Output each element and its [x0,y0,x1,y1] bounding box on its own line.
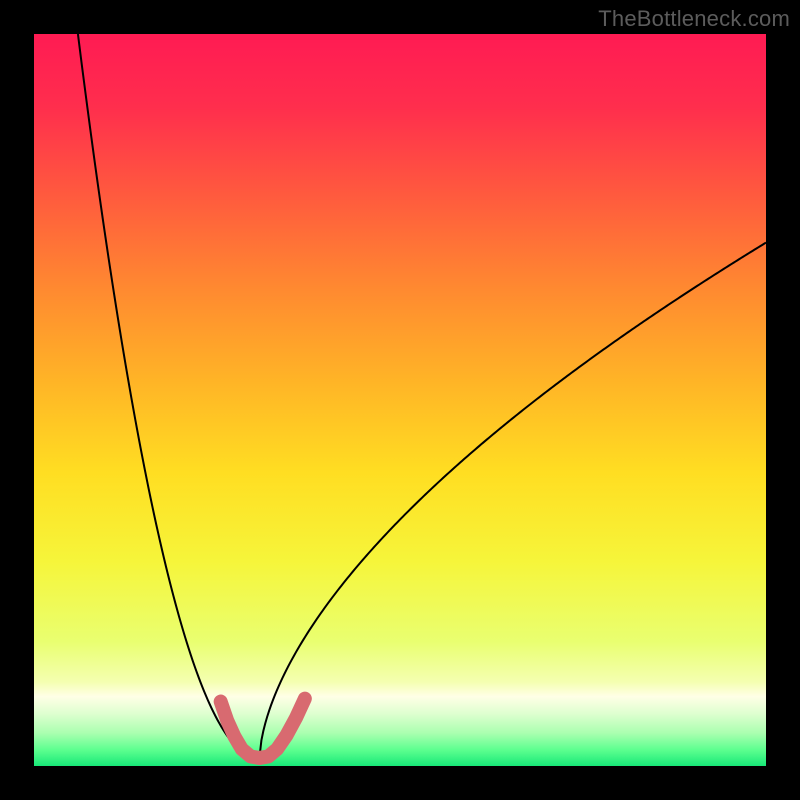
chart-background [34,34,766,766]
bottleneck-chart [34,34,766,766]
chart-frame: TheBottleneck.com [0,0,800,800]
watermark-text: TheBottleneck.com [598,6,790,32]
